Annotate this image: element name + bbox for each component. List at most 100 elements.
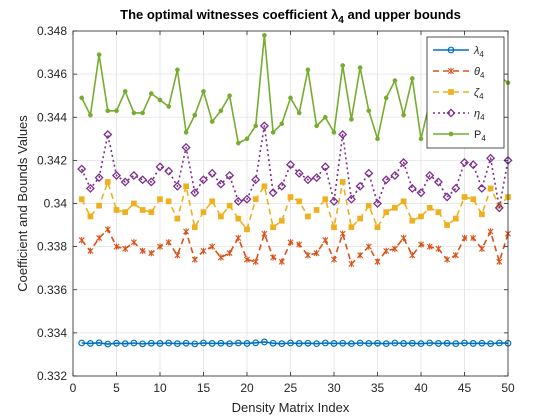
data-point [104, 226, 111, 233]
data-point [444, 256, 451, 263]
data-point [314, 123, 319, 129]
legend-label-main: η [474, 108, 480, 120]
data-point [487, 185, 494, 192]
data-point [304, 339, 312, 347]
data-point [331, 224, 337, 231]
data-point [183, 183, 189, 190]
legend-label: P4 [474, 129, 486, 143]
data-point [147, 339, 155, 347]
legend-label-subscript: 4 [480, 113, 485, 122]
x-tick-label: 20 [240, 381, 254, 395]
data-point [278, 217, 285, 224]
legend-marker [448, 89, 454, 95]
data-point [130, 239, 137, 246]
data-point [216, 179, 226, 189]
data-point [261, 183, 268, 190]
data-point [418, 213, 424, 220]
data-point [401, 112, 406, 118]
data-point [435, 340, 442, 347]
data-point [461, 234, 468, 242]
data-point [322, 114, 328, 120]
data-point [191, 256, 198, 263]
data-point [200, 209, 207, 215]
data-point [383, 95, 389, 101]
x-tick-label: 50 [501, 381, 515, 395]
series-0 [78, 338, 512, 348]
y-axis-label: Coefficient and Bounds Values [15, 115, 30, 292]
data-point [392, 78, 398, 83]
data-point [235, 215, 242, 222]
data-point [374, 224, 381, 231]
legend-label-main: θ [474, 66, 480, 78]
data-point [113, 339, 120, 347]
data-point [469, 340, 477, 347]
x-tick-label: 30 [327, 381, 341, 395]
data-point [339, 230, 346, 237]
y-tick-label: 0.342 [37, 153, 67, 167]
data-point [365, 340, 373, 347]
data-point [461, 339, 468, 347]
data-point [146, 177, 156, 187]
data-point [225, 170, 235, 180]
data-point [391, 339, 399, 347]
data-point [383, 209, 390, 215]
data-point [400, 198, 407, 205]
series-line [80, 125, 509, 209]
data-point [338, 129, 348, 140]
data-point [495, 339, 503, 347]
data-point [208, 340, 216, 347]
data-point [435, 209, 442, 215]
data-point [435, 245, 442, 252]
data-point [294, 168, 304, 178]
data-point [174, 252, 181, 259]
data-point [148, 249, 155, 257]
legend-label-main: ζ [474, 87, 480, 99]
data-point [138, 175, 148, 185]
data-point [400, 234, 407, 242]
data-point [418, 136, 424, 142]
data-point [340, 63, 346, 68]
data-point [452, 215, 459, 222]
data-point [288, 95, 293, 101]
data-point [433, 177, 443, 187]
data-point [78, 236, 85, 244]
data-point [278, 340, 286, 348]
y-tick-label: 0.348 [37, 24, 67, 38]
data-point [478, 339, 486, 347]
data-point [262, 32, 267, 38]
data-point [426, 204, 433, 211]
data-point [252, 339, 260, 347]
legend-label-main: P [474, 129, 481, 141]
data-point [120, 177, 130, 187]
data-point [105, 108, 111, 114]
data-point [442, 192, 452, 202]
data-point [104, 179, 111, 185]
data-point [357, 65, 363, 71]
data-point [244, 136, 250, 142]
plot-series [77, 32, 513, 348]
x-tick-label: 40 [414, 381, 428, 395]
data-point [399, 158, 409, 168]
legend-marker [447, 46, 455, 54]
data-point [234, 339, 242, 347]
data-point [270, 224, 276, 231]
legend-entry: ζ4 [433, 87, 484, 101]
data-point [382, 340, 390, 348]
data-point [375, 136, 380, 142]
data-point [78, 339, 86, 347]
data-point [356, 339, 364, 347]
data-point [209, 198, 216, 205]
data-point [95, 339, 103, 347]
data-point [94, 173, 104, 183]
x-tick-label: 0 [70, 381, 77, 395]
data-point [192, 112, 198, 118]
data-point [77, 164, 87, 174]
data-point [295, 340, 303, 347]
data-point [329, 196, 339, 206]
data-point [227, 93, 232, 99]
data-point [165, 198, 172, 205]
data-point [425, 170, 435, 180]
y-tick-label: 0.336 [37, 283, 67, 297]
